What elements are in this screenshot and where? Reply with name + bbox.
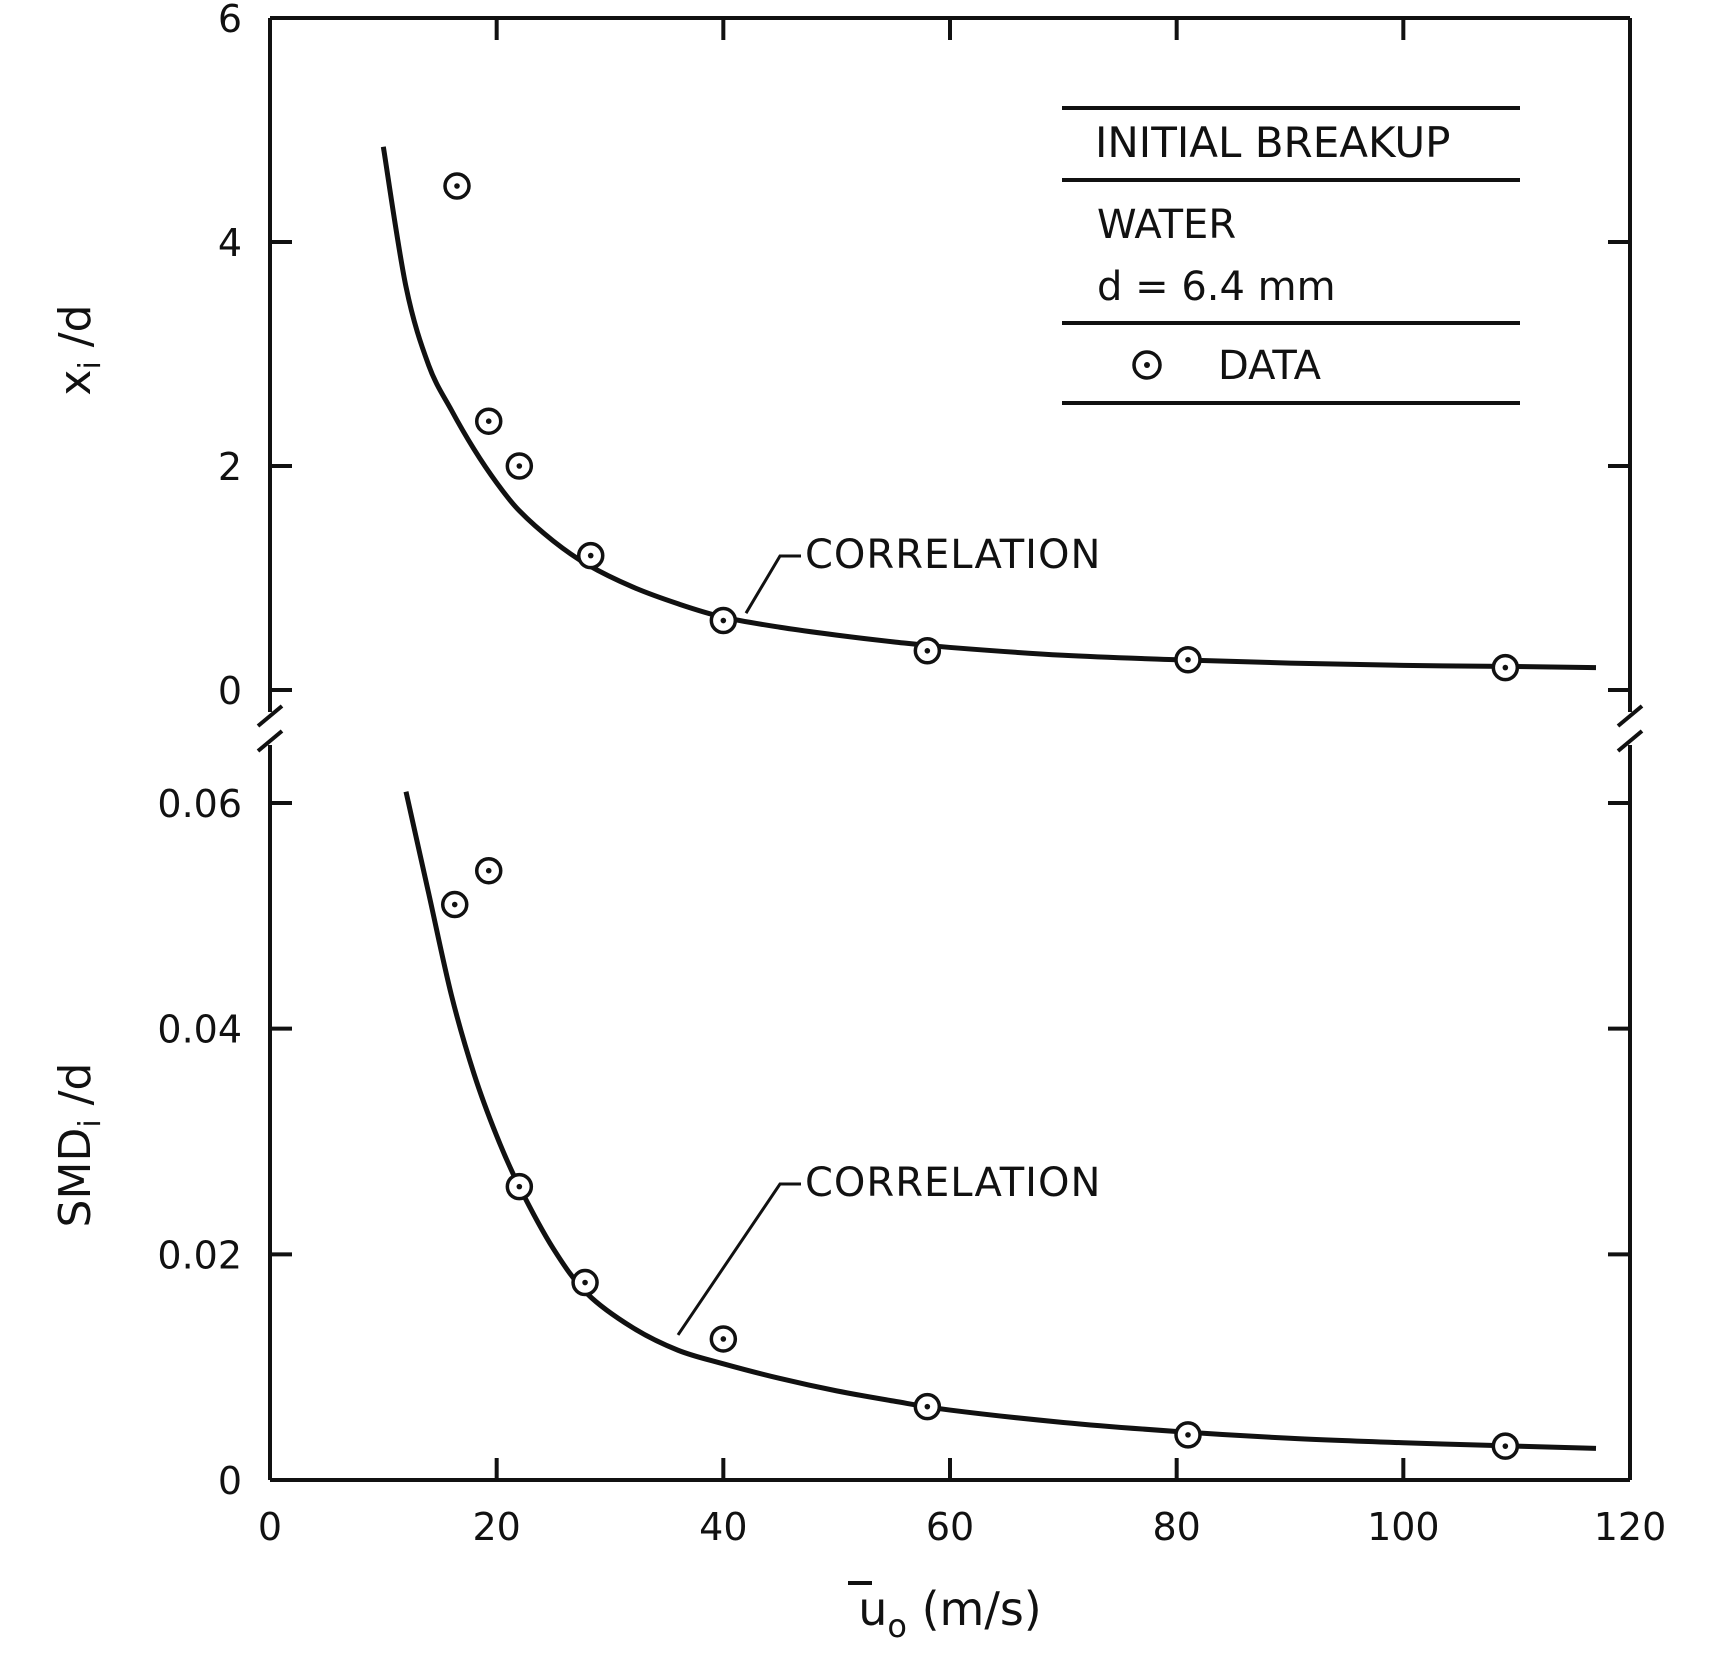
xtick-label: 40 xyxy=(699,1505,747,1549)
top-data-point-dot xyxy=(720,617,727,624)
xtick-label: 20 xyxy=(472,1505,520,1549)
bottom-correlation-leader xyxy=(676,1182,801,1336)
ticks xyxy=(270,16,1630,1482)
axis-break-left-lower xyxy=(256,729,284,753)
xtick-label: 0 xyxy=(258,1505,282,1549)
top-data-point-dot xyxy=(485,418,492,425)
legend-title: INITIAL BREAKUP xyxy=(1095,118,1450,167)
bottom-ytick-label: 0.06 xyxy=(157,782,242,826)
top-data-point-dot xyxy=(924,648,931,654)
bottom-data-point-dot xyxy=(516,1183,523,1190)
bottom-correlation-curve xyxy=(403,791,1597,1451)
curves xyxy=(380,146,1597,1451)
points xyxy=(440,172,1520,1460)
xtick-label: 100 xyxy=(1367,1505,1440,1549)
axis-break-right-lower xyxy=(1616,729,1644,753)
legend-marker-dot xyxy=(1144,362,1150,368)
top-ytick-label: 6 xyxy=(218,0,242,41)
top-ylabel: xi /d xyxy=(50,304,108,395)
top-ytick-label: 4 xyxy=(218,221,242,265)
bottom-ytick-label: 0 xyxy=(218,1459,242,1503)
bottom-data-point-dot xyxy=(1502,1443,1509,1449)
top-correlation-label: CORRELATION xyxy=(805,532,1101,578)
bottom-data-point-dot xyxy=(485,867,492,874)
bottom-data-point-dot xyxy=(924,1403,931,1410)
bottom-ytick-label: 0.04 xyxy=(157,1008,242,1052)
bottom-ylabel: SMDi /d xyxy=(50,1063,108,1228)
top-ytick-label: 0 xyxy=(218,669,242,713)
xlabel: uo (m/s) xyxy=(858,1582,1042,1645)
top-data-point-dot xyxy=(516,463,523,469)
frame xyxy=(256,16,1644,1482)
top-ytick-label: 2 xyxy=(218,445,242,489)
bottom-data-point-dot xyxy=(720,1336,727,1342)
legend-diameter: d = 6.4 mm xyxy=(1097,264,1336,310)
xtick-label: 120 xyxy=(1594,1505,1667,1549)
bottom-ytick-label: 0.02 xyxy=(157,1233,242,1277)
xtick-label: 60 xyxy=(926,1505,974,1549)
axis-break-left-upper xyxy=(256,704,284,728)
top-data-point-dot xyxy=(454,183,460,189)
top-correlation-leader xyxy=(744,554,801,614)
top-correlation-curve xyxy=(380,146,1597,671)
top-data-point-dot xyxy=(1185,656,1191,663)
top-data-point-dot xyxy=(1502,664,1509,671)
bottom-data-point-dot xyxy=(582,1279,588,1286)
bottom-data-point-dot xyxy=(451,901,458,908)
axis-break-right-upper xyxy=(1616,704,1644,728)
legend: INITIAL BREAKUP WATER d = 6.4 mm DATA xyxy=(1062,106,1520,405)
legend-data-label: DATA xyxy=(1218,343,1322,389)
xtick-label: 80 xyxy=(1152,1505,1200,1549)
bottom-data-point-dot xyxy=(1185,1432,1191,1438)
bottom-correlation-label: CORRELATION xyxy=(805,1160,1101,1206)
legend-fluid: WATER xyxy=(1097,202,1236,248)
top-data-point-dot xyxy=(587,552,594,559)
